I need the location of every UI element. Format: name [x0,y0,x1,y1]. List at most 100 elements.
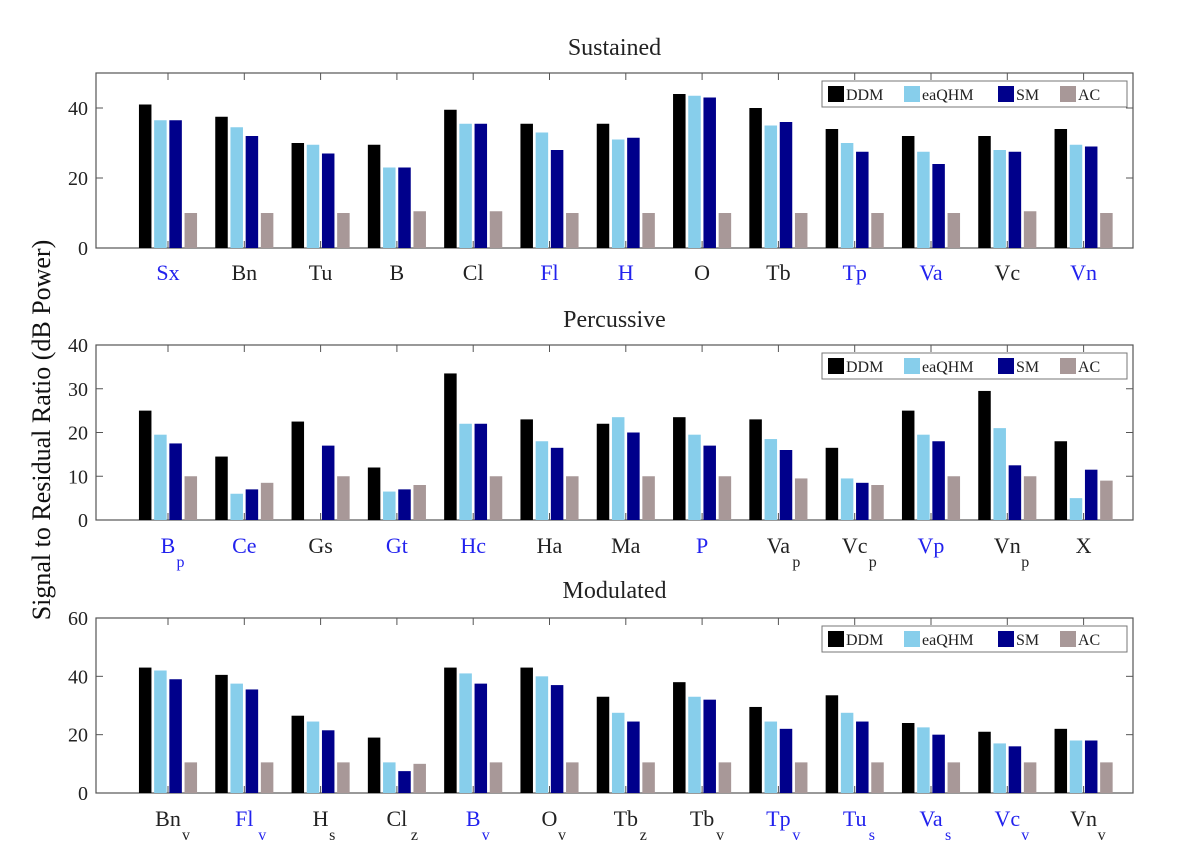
bar-ac [642,213,655,248]
bar-ddm [749,706,762,793]
x-tick-label-subscript: p [792,554,800,571]
legend-swatch-ddm [828,631,844,647]
bar-ac [1023,211,1037,248]
legend: DDM eaQHM SM AC [821,352,1128,380]
bar-ddm [444,373,457,520]
x-tick-label: Vc [994,260,1020,285]
bar-sm [703,97,716,248]
bar-ddm [444,667,457,793]
x-tick-label: B [390,260,405,285]
bar-ddm [1054,441,1068,520]
x-tick-label: Sx [156,260,179,285]
bar-ddm [291,143,305,248]
x-tick-label: Gt [386,533,408,558]
bar-eaqhm [383,491,396,520]
bar-sm [1084,146,1098,248]
bar-sm [1084,740,1098,793]
x-tick-label-subscript: s [329,827,335,844]
bar-ac [184,213,198,248]
bar-sm [245,489,259,520]
legend-swatch-sm [998,86,1014,102]
legend-swatch-ddm [828,86,844,102]
bar-ac [794,213,808,248]
x-tick-label-subscript: v [792,827,800,844]
x-tick-label: X [1076,533,1092,558]
bar-ddm [978,390,991,520]
x-tick-label: Fl [540,260,558,285]
bar-ac [1023,762,1037,793]
x-tick-label: Tb [766,260,790,285]
bar-ac [947,762,961,793]
bar-ddm [138,104,152,248]
bar-sm [627,432,640,520]
bar-sm [932,441,945,520]
bar-ac [642,476,655,520]
x-tick-label: Bn [231,260,257,285]
bar-ddm [1054,129,1068,248]
x-tick-label: Hc [460,533,486,558]
bar-ddm [520,123,533,248]
bar-ddm [825,129,839,248]
bar-ac [871,762,884,793]
bar-ddm [367,144,381,248]
x-tick-label: Ha [537,533,563,558]
x-tick-label: Vn [994,533,1021,558]
bar-ac [566,762,579,793]
bar-eaqhm [764,721,778,793]
x-tick-label: B [161,533,176,558]
legend-swatch-eaqhm [904,358,920,374]
x-tick-label-subscript: p [1021,554,1029,571]
y-tick-label: 0 [78,238,88,260]
legend-swatch-sm [998,631,1014,647]
bar-eaqhm [840,143,854,248]
y-tick-label: 20 [68,168,88,190]
legend-label: AC [1078,87,1100,104]
legend: DDM eaQHM SM AC [821,625,1128,653]
legend-label: AC [1078,632,1100,649]
bar-ac [1023,476,1037,520]
x-tick-label-subscript: p [177,554,185,571]
x-tick-label: Tu [843,806,867,831]
x-tick-label: Vp [918,533,945,558]
bar-ddm [673,417,686,520]
y-tick-label: 30 [68,379,88,401]
bar-eaqhm [383,762,396,793]
x-tick-label-subscript: p [869,554,877,571]
x-tick-label: Va [919,260,942,285]
bar-ddm [215,674,228,793]
x-tick-label: Vc [994,806,1020,831]
bar-sm [321,445,335,520]
legend-label: eaQHM [922,632,974,649]
x-tick-label: Cl [387,806,408,831]
x-tick-label: Ma [611,533,641,558]
bar-sm [1008,151,1022,248]
bar-eaqhm [535,676,549,793]
x-tick-label-subscript: z [411,827,418,844]
bar-ac [489,762,503,793]
bar-ac [337,213,350,248]
bar-eaqhm [688,696,701,793]
bar-sm [474,423,488,520]
bar-ac [566,213,579,248]
bar-eaqhm [840,712,854,793]
x-tick-label: Tp [766,806,790,831]
bar-ddm [367,737,381,793]
legend-label: SM [1016,632,1039,649]
bar-ddm [749,419,762,520]
bar-ac [260,482,274,520]
bar-ac [413,763,426,793]
bar-ddm [291,715,305,793]
bar-ddm [596,423,610,520]
bar-sm [627,137,640,248]
legend-label: eaQHM [922,87,974,104]
bar-ddm [749,108,762,248]
bar-ac [794,762,808,793]
bar-sm [779,122,793,248]
legend-swatch-eaqhm [904,631,920,647]
x-tick-label: Tb [690,806,714,831]
bar-ac [489,476,503,520]
bar-sm [321,730,335,793]
bar-ac [794,478,808,520]
